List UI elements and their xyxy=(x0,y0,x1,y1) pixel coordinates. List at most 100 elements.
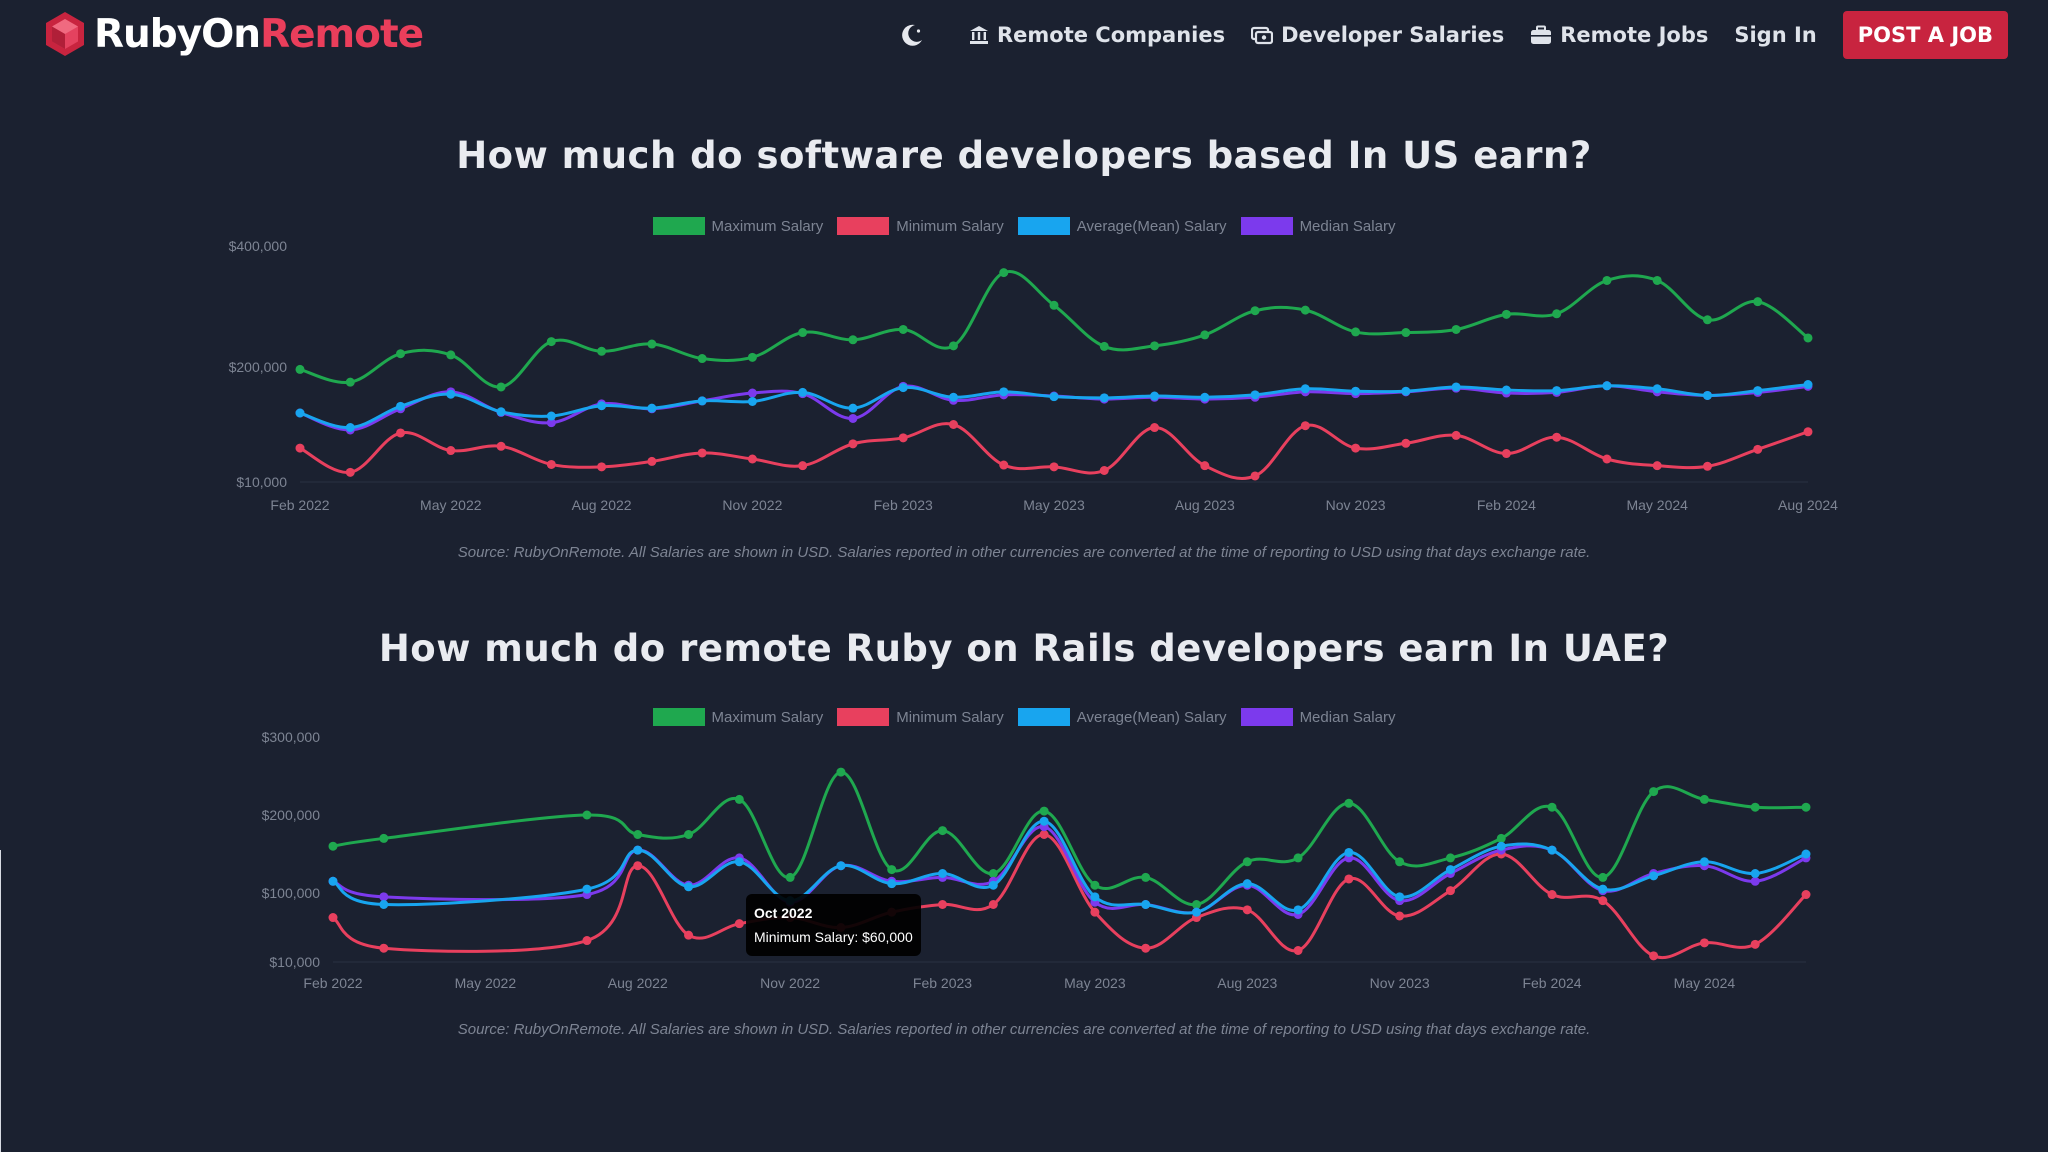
data-point-max-salary[interactable] xyxy=(747,352,757,362)
data-point-mean-salary[interactable] xyxy=(938,869,948,878)
data-point-median-salary[interactable] xyxy=(1750,876,1760,886)
data-point-max-salary[interactable] xyxy=(734,794,744,804)
data-point-min-salary[interactable] xyxy=(1293,946,1303,955)
data-point-min-salary[interactable] xyxy=(848,439,858,449)
brand-logo[interactable]: RubyOnRemote xyxy=(42,10,424,58)
data-point-mean-salary[interactable] xyxy=(1099,393,1109,403)
data-point-min-salary[interactable] xyxy=(747,454,757,464)
data-point-mean-salary[interactable] xyxy=(379,900,389,909)
data-point-max-salary[interactable] xyxy=(1150,341,1160,351)
data-point-max-salary[interactable] xyxy=(1750,802,1760,812)
data-point-mean-salary[interactable] xyxy=(887,879,897,889)
data-point-max-salary[interactable] xyxy=(1039,806,1049,816)
data-point-min-salary[interactable] xyxy=(582,936,592,946)
data-point-mean-salary[interactable] xyxy=(1496,841,1506,851)
legend-min-salary[interactable]: Minimum Salary xyxy=(837,217,1004,235)
data-point-mean-salary[interactable] xyxy=(1803,380,1813,390)
data-point-mean-salary[interactable] xyxy=(396,401,406,411)
data-point-max-salary[interactable] xyxy=(1652,275,1662,285)
data-point-max-salary[interactable] xyxy=(1300,305,1310,315)
data-point-min-salary[interactable] xyxy=(1090,907,1100,917)
data-point-max-salary[interactable] xyxy=(898,324,908,334)
data-point-min-salary[interactable] xyxy=(1451,430,1461,440)
data-point-mean-salary[interactable] xyxy=(1150,391,1160,401)
data-point-min-salary[interactable] xyxy=(1351,443,1361,453)
data-point-min-salary[interactable] xyxy=(633,861,643,871)
data-point-max-salary[interactable] xyxy=(1191,900,1201,909)
data-point-min-salary[interactable] xyxy=(697,448,707,458)
data-point-min-salary[interactable] xyxy=(496,441,506,451)
data-point-min-salary[interactable] xyxy=(1039,830,1049,839)
data-point-mean-salary[interactable] xyxy=(948,392,958,402)
data-point-min-salary[interactable] xyxy=(1395,911,1405,921)
data-point-mean-salary[interactable] xyxy=(848,403,858,413)
legend-mean-salary[interactable]: Average(Mean) Salary xyxy=(1017,217,1227,235)
data-point-mean-salary[interactable] xyxy=(1652,384,1662,394)
data-point-mean-salary[interactable] xyxy=(1702,390,1712,400)
data-point-min-salary[interactable] xyxy=(1344,874,1354,884)
data-point-min-salary[interactable] xyxy=(1699,938,1709,948)
data-point-max-salary[interactable] xyxy=(1753,297,1763,307)
data-point-median-salary[interactable] xyxy=(848,413,858,423)
data-point-min-salary[interactable] xyxy=(1200,461,1210,471)
data-point-max-salary[interactable] xyxy=(1445,853,1455,863)
data-point-max-salary[interactable] xyxy=(1702,315,1712,325)
data-point-mean-salary[interactable] xyxy=(496,407,506,417)
data-point-max-salary[interactable] xyxy=(1090,880,1100,890)
data-point-mean-salary[interactable] xyxy=(1049,392,1059,402)
data-point-max-salary[interactable] xyxy=(546,337,556,347)
data-point-min-salary[interactable] xyxy=(1141,943,1151,953)
data-point-mean-salary[interactable] xyxy=(1039,816,1049,826)
data-point-median-salary[interactable] xyxy=(546,418,556,428)
legend-max-salary[interactable]: Maximum Salary xyxy=(652,217,823,235)
legend-min-salary[interactable]: Minimum Salary xyxy=(837,708,1004,726)
data-point-max-salary[interactable] xyxy=(848,335,858,345)
data-point-mean-salary[interactable] xyxy=(1395,892,1405,902)
data-point-mean-salary[interactable] xyxy=(1801,849,1811,859)
data-point-min-salary[interactable] xyxy=(1602,454,1612,464)
data-point-max-salary[interactable] xyxy=(1293,853,1303,863)
data-point-mean-salary[interactable] xyxy=(328,876,338,886)
data-point-min-salary[interactable] xyxy=(1401,438,1411,448)
nav-developer-salaries[interactable]: Developer Salaries xyxy=(1251,23,1504,47)
data-point-max-salary[interactable] xyxy=(1141,872,1151,882)
data-point-mean-salary[interactable] xyxy=(1649,871,1659,881)
data-point-mean-salary[interactable] xyxy=(1351,386,1361,396)
legend-median-salary[interactable]: Median Salary xyxy=(1240,708,1395,726)
data-point-min-salary[interactable] xyxy=(546,459,556,469)
data-point-mean-salary[interactable] xyxy=(836,861,846,871)
data-point-min-salary[interactable] xyxy=(798,461,808,471)
data-point-mean-salary[interactable] xyxy=(1401,386,1411,396)
data-point-max-salary[interactable] xyxy=(684,830,694,839)
data-point-min-salary[interactable] xyxy=(684,930,694,940)
data-point-min-salary[interactable] xyxy=(1649,951,1659,961)
data-point-min-salary[interactable] xyxy=(396,428,406,438)
data-point-mean-salary[interactable] xyxy=(546,411,556,421)
data-point-max-salary[interactable] xyxy=(496,382,506,392)
data-point-max-salary[interactable] xyxy=(1552,309,1562,319)
data-point-max-salary[interactable] xyxy=(785,872,795,882)
data-point-max-salary[interactable] xyxy=(938,826,948,836)
data-point-mean-salary[interactable] xyxy=(647,403,657,413)
data-point-mean-salary[interactable] xyxy=(1750,869,1760,878)
data-point-min-salary[interactable] xyxy=(1150,423,1160,433)
data-point-mean-salary[interactable] xyxy=(898,383,908,393)
data-point-max-salary[interactable] xyxy=(1395,857,1405,867)
data-point-mean-salary[interactable] xyxy=(582,884,592,894)
data-point-mean-salary[interactable] xyxy=(1445,865,1455,875)
data-point-max-salary[interactable] xyxy=(999,268,1009,278)
theme-toggle[interactable] xyxy=(899,22,925,48)
data-point-median-salary[interactable] xyxy=(747,388,757,398)
data-point-mean-salary[interactable] xyxy=(1293,905,1303,915)
data-point-min-salary[interactable] xyxy=(345,467,355,477)
data-point-max-salary[interactable] xyxy=(345,377,355,387)
data-point-mean-salary[interactable] xyxy=(1200,392,1210,402)
data-point-mean-salary[interactable] xyxy=(446,389,456,399)
data-point-mean-salary[interactable] xyxy=(1242,879,1252,889)
data-point-mean-salary[interactable] xyxy=(1552,386,1562,396)
data-point-max-salary[interactable] xyxy=(1649,787,1659,797)
nav-remote-jobs[interactable]: Remote Jobs xyxy=(1530,23,1708,47)
data-point-mean-salary[interactable] xyxy=(1250,390,1260,400)
data-point-median-salary[interactable] xyxy=(379,892,389,902)
data-point-mean-salary[interactable] xyxy=(988,880,998,890)
